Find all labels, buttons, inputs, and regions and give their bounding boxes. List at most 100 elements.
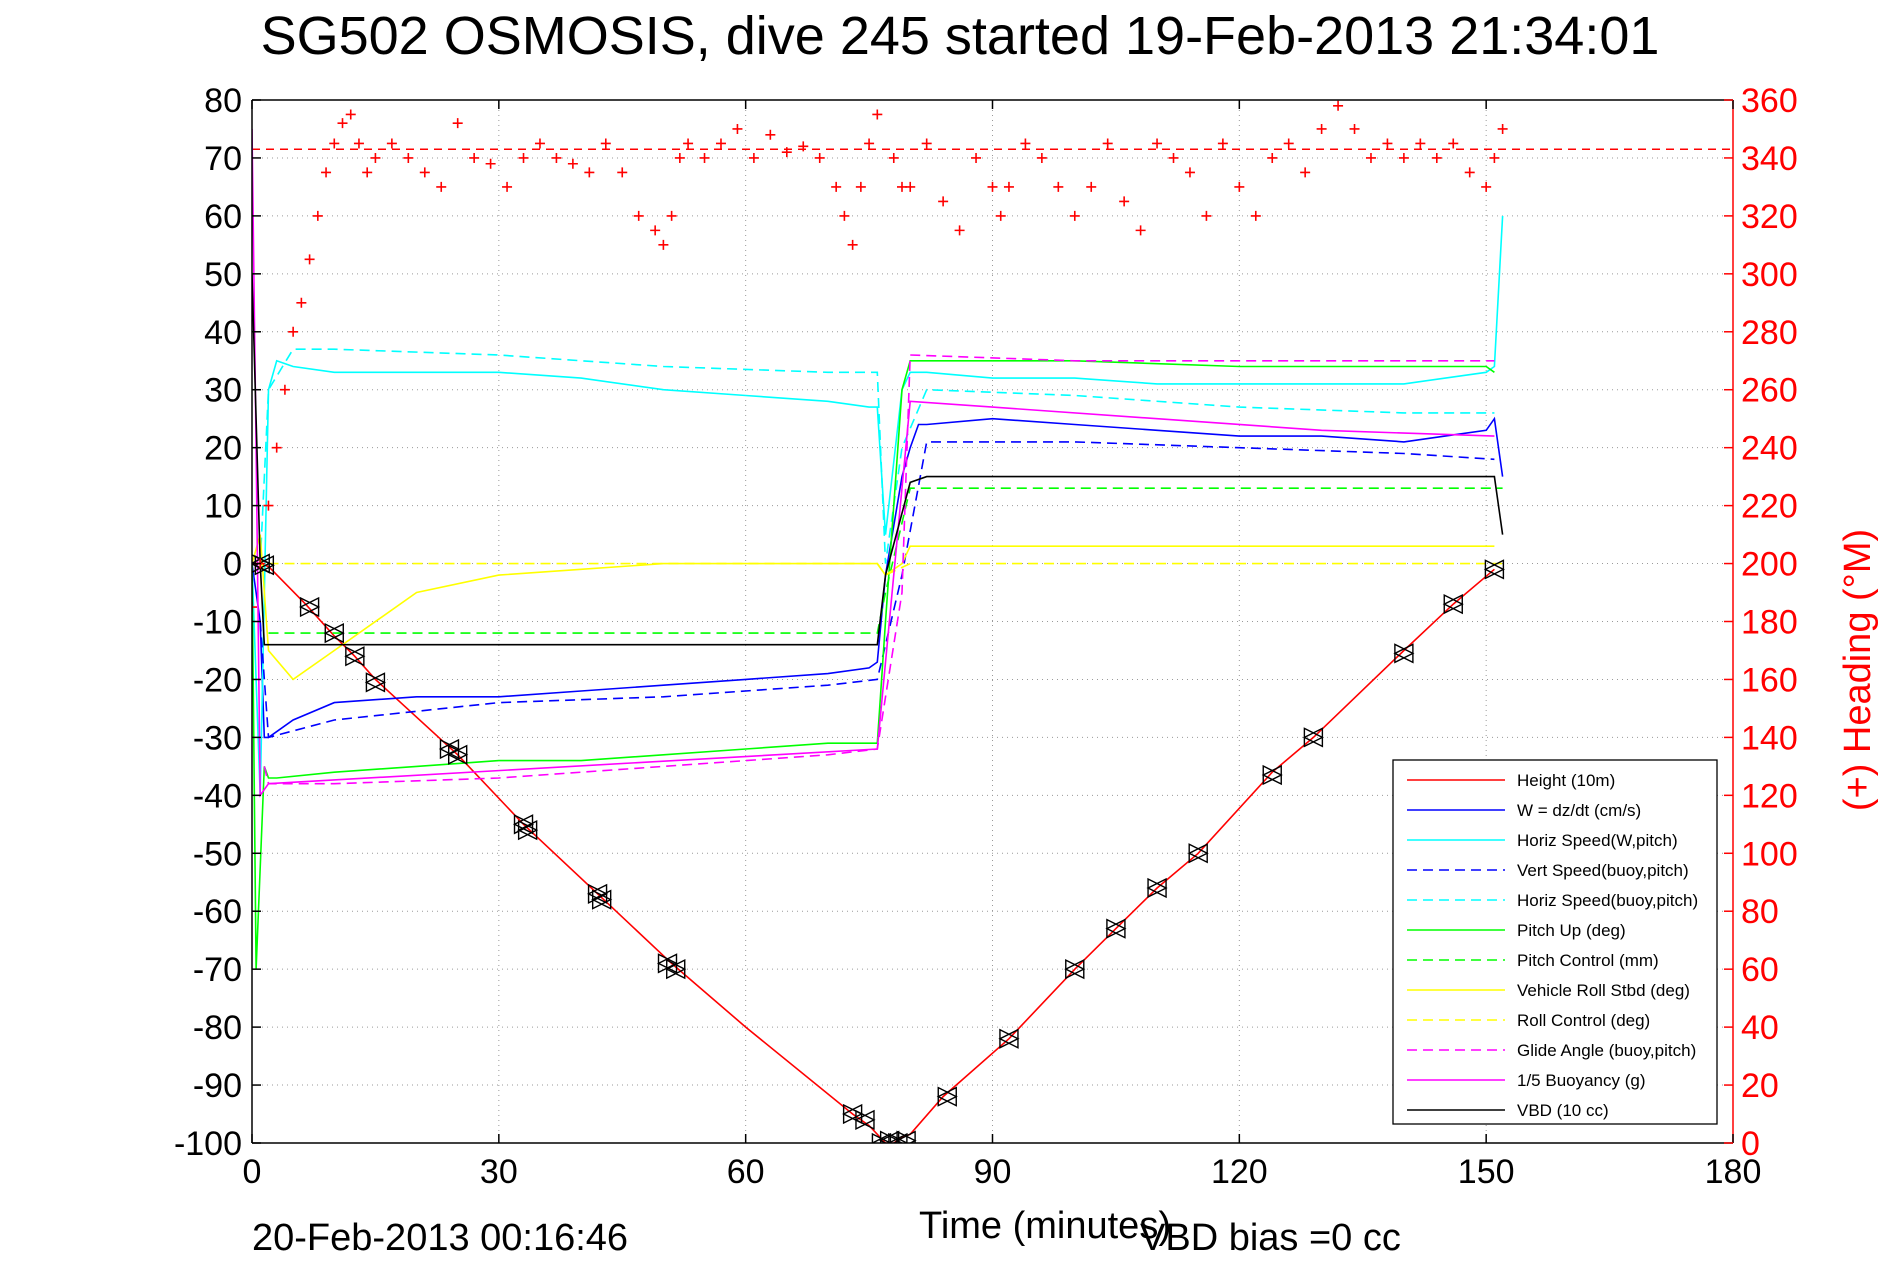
dive-marker: [1393, 643, 1415, 664]
legend-label-1: Height (10m): [1517, 771, 1615, 790]
legend-label-8: Vehicle Roll Stbd (deg): [1517, 981, 1690, 1000]
heading-point: [699, 152, 710, 163]
series-line-4: [259, 441, 1495, 739]
dive-marker: [587, 883, 609, 904]
heading-point: [337, 118, 348, 129]
heading-point: [633, 210, 644, 221]
right-tick-label: 160: [1741, 661, 1798, 699]
heading-point: [279, 384, 290, 395]
x-axis-label: Time (minutes): [919, 1205, 1171, 1247]
right-tick-label: 40: [1741, 1009, 1779, 1047]
heading-point: [905, 181, 916, 192]
y-tick-label: 0: [223, 546, 242, 584]
legend-label-12: VBD (10 cc): [1517, 1101, 1609, 1120]
dive-marker: [854, 1109, 876, 1130]
y-tick-label: 40: [204, 314, 242, 352]
legend-box: [1392, 759, 1718, 1125]
heading-point: [1184, 167, 1195, 178]
y-tick-label: 20: [204, 430, 242, 468]
legend-label-4: Vert Speed(buoy,pitch): [1517, 861, 1689, 880]
dive-marker: [1302, 727, 1324, 748]
series-line-11: [252, 128, 1495, 798]
legend: Height (10m) W = dz/dt (cm/s) Horiz Speed(…: [1392, 759, 1718, 1125]
legend-label-11: 1/5 Buoyancy (g): [1517, 1071, 1646, 1090]
right-tick-label: 80: [1741, 893, 1779, 931]
heading-point: [864, 138, 875, 149]
dive-marker: [1261, 764, 1283, 786]
heading-point: [683, 138, 694, 149]
series-line-9: [268, 562, 1503, 577]
right-tick-label: 140: [1741, 719, 1798, 757]
x-tick-label: 60: [727, 1153, 765, 1191]
series-line-1: [252, 562, 1495, 1143]
legend-label-10: Glide Angle (buoy,pitch): [1517, 1041, 1696, 1060]
right-tick-label: 220: [1741, 488, 1798, 526]
legend-label-3: Horiz Speed(W,pitch): [1517, 831, 1678, 850]
legend-label-2: W = dz/dt (cm/s): [1517, 801, 1641, 820]
dive-marker: [998, 1028, 1020, 1049]
heading-point: [814, 152, 825, 163]
dive-marker: [870, 1132, 892, 1143]
heading-point: [321, 167, 332, 178]
right-tick-label: 260: [1741, 372, 1798, 410]
heading-point: [386, 138, 397, 149]
right-tick-label: 20: [1741, 1067, 1779, 1105]
heading-point: [617, 167, 628, 178]
heading-point: [658, 239, 669, 250]
heading-point: [1086, 181, 1097, 192]
dive-marker: [656, 953, 679, 974]
series-line-6: [252, 359, 1495, 970]
heading-point: [888, 152, 899, 163]
dive-marker: [447, 744, 469, 765]
right-tick-label: 320: [1741, 198, 1798, 236]
chart-title: SG502 OSMOSIS, dive 245 started 19-Feb-2…: [261, 6, 1660, 66]
dive-marker: [1187, 843, 1209, 864]
series-line-7: [268, 487, 1503, 634]
dive-marker: [512, 814, 535, 835]
heading-point: [831, 181, 842, 192]
y-tick-label: 50: [204, 256, 242, 294]
heading-point: [995, 210, 1006, 221]
footer-date: 20-Feb-2013 00:16:46: [252, 1217, 628, 1259]
heading-point: [312, 210, 323, 221]
heading-point: [288, 326, 299, 337]
heading-point: [1349, 123, 1360, 134]
dive-marker: [936, 1086, 958, 1107]
heading-point: [748, 152, 759, 163]
heading-point: [1003, 181, 1014, 192]
heading-point: [987, 181, 998, 192]
heading-point: [1234, 181, 1245, 192]
y-tick-label: -20: [193, 661, 242, 699]
series-line-8: [252, 534, 1495, 681]
dive-marker: [364, 672, 386, 693]
dive-marker: [887, 1132, 909, 1143]
heading-point: [296, 297, 307, 308]
dive-marker: [344, 646, 366, 667]
heading-point: [329, 138, 340, 149]
y-tick-label: 70: [204, 140, 242, 178]
dive-marker: [1146, 877, 1168, 899]
heading-point: [1267, 152, 1278, 163]
heading-point: [304, 254, 315, 265]
heading-point: [732, 123, 743, 134]
heading-point: [1069, 210, 1080, 221]
heading-point: [674, 152, 685, 163]
heading-point: [551, 152, 562, 163]
series-line-2: [252, 416, 1504, 739]
y-tick-label: -80: [193, 1009, 242, 1047]
heading-point: [1481, 181, 1492, 192]
dive-marker: [323, 622, 345, 644]
heading-point: [436, 181, 447, 192]
heading-point: [1217, 138, 1228, 149]
heading-point: [567, 158, 578, 169]
y-tick-label: -70: [193, 951, 242, 989]
dive-markers: [252, 553, 1505, 1143]
heading-point: [353, 138, 364, 149]
heading-point: [1431, 152, 1442, 163]
heading-point: [502, 181, 513, 192]
heading-point: [765, 129, 776, 140]
right-tick-label: 100: [1741, 835, 1798, 873]
heading-point: [600, 138, 611, 149]
heading-point: [847, 239, 858, 250]
heading-point: [1464, 167, 1475, 178]
